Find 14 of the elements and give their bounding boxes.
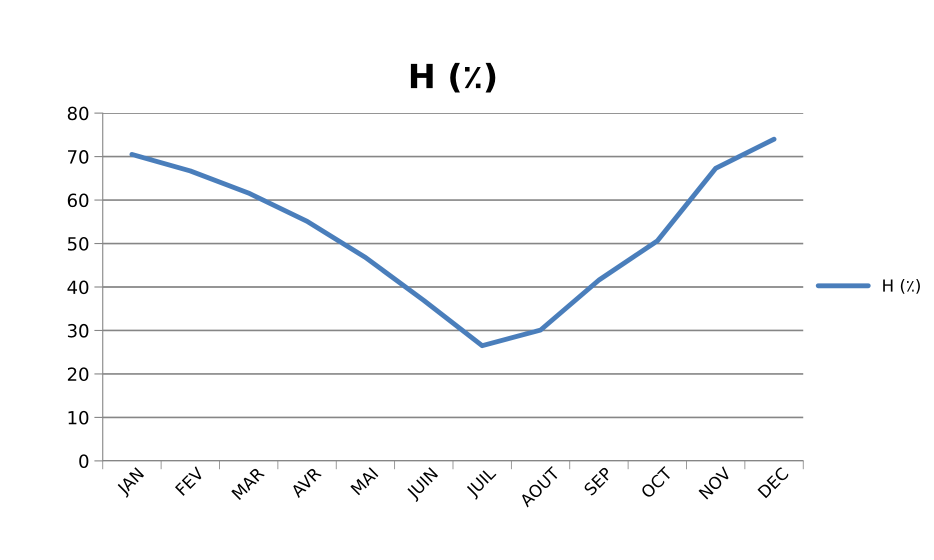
- line-series: [130, 136, 776, 348]
- y-tick-label: 20: [68, 367, 88, 382]
- legend-label: H (٪): [883, 278, 920, 294]
- y-tick-label: 40: [67, 280, 88, 294]
- x-tick-label: MAI: [350, 467, 378, 496]
- y-tick-label: 10: [68, 410, 88, 425]
- y-tick-label: 30: [68, 324, 88, 338]
- y-tick-label: 70: [68, 150, 88, 164]
- y-tick-label: 50: [68, 236, 88, 251]
- y-tick-label: 80: [68, 106, 88, 120]
- y-tick-label: 60: [68, 194, 88, 208]
- x-tick-label: SEP: [583, 466, 613, 496]
- y-tick-label: 0: [79, 454, 88, 468]
- chart-title: H (٪): [410, 62, 496, 93]
